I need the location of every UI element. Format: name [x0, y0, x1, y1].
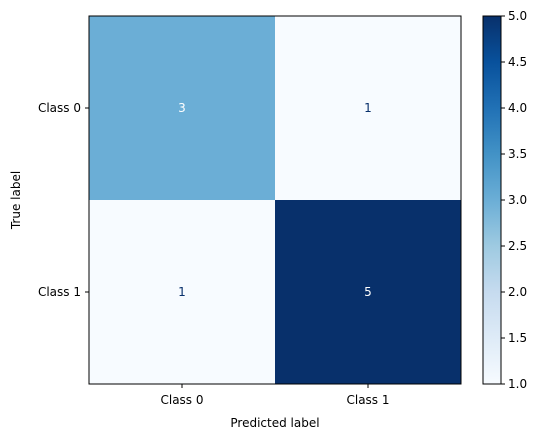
colorbar-ticks: 1.0 1.5 2.0 2.5 3.0 3.5 4.0 4.5 5.0	[501, 9, 527, 391]
x-axis-label: Predicted label	[230, 416, 319, 430]
colorbar-tick-label: 3.0	[508, 193, 527, 207]
cell-value-labels: 3 1 1 5	[178, 101, 372, 299]
colorbar-tick-label: 2.0	[508, 285, 527, 299]
x-axis-ticks: Class 0 Class 1	[160, 384, 390, 407]
x-tick-label: Class 1	[346, 393, 389, 407]
y-tick-label: Class 1	[38, 285, 81, 299]
colorbar-tick-label: 2.5	[508, 239, 527, 253]
colorbar-tick-label: 1.0	[508, 377, 527, 391]
cell-value-label: 5	[364, 285, 372, 299]
heatmap-cells	[89, 16, 461, 384]
heatmap-cell	[275, 200, 461, 384]
heatmap-cell	[275, 16, 461, 200]
colorbar-tick-label: 4.0	[508, 101, 527, 115]
plot-frame	[88, 15, 462, 385]
cell-value-label: 1	[364, 101, 372, 115]
colorbar: 1.0 1.5 2.0 2.5 3.0 3.5 4.0 4.5 5.0	[482, 9, 527, 391]
cell-value-label: 1	[178, 285, 186, 299]
y-tick-label: Class 0	[38, 101, 81, 115]
cell-value-label: 3	[178, 101, 186, 115]
colorbar-tick-label: 4.5	[508, 55, 527, 69]
heatmap-cell	[89, 200, 275, 384]
x-tick-label: Class 0	[160, 393, 203, 407]
colorbar-tick-label: 3.5	[508, 147, 527, 161]
heatmap-cell	[89, 16, 275, 200]
y-axis-ticks: Class 0 Class 1	[38, 101, 89, 299]
y-axis-label: True label	[9, 171, 23, 230]
colorbar-tick-label: 1.5	[508, 331, 527, 345]
colorbar-gradient	[482, 15, 502, 385]
colorbar-tick-label: 5.0	[508, 9, 527, 23]
